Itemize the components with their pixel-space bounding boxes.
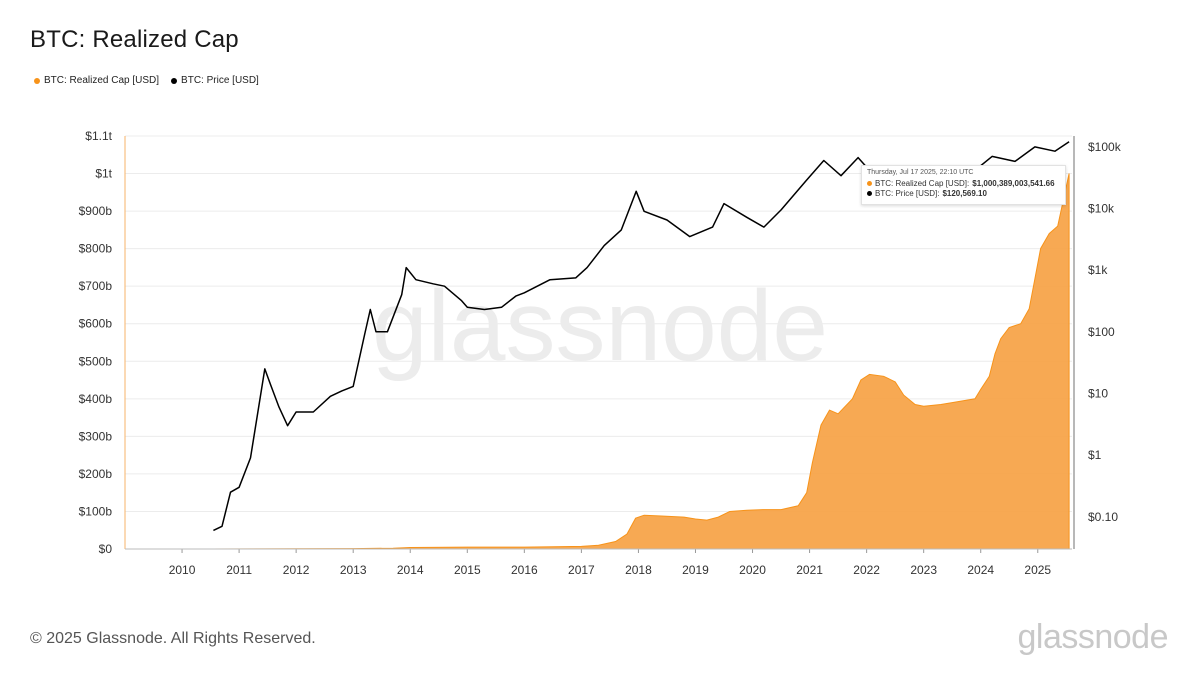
- y-tick-label-left: $800b: [79, 242, 113, 256]
- y-tick-label-left: $300b: [79, 429, 113, 443]
- y-tick-label-right: $100k: [1088, 140, 1122, 154]
- y-tick-label-left: $700b: [79, 279, 113, 293]
- tooltip-value-realized-cap: $1,000,389,003,541.66: [972, 179, 1055, 188]
- series-realized-cap-area: [125, 173, 1070, 550]
- x-tick-label: 2017: [568, 563, 595, 577]
- y-tick-label-right: $0.10: [1088, 510, 1118, 524]
- x-tick-label: 2013: [340, 563, 367, 577]
- x-tick-label: 2018: [625, 563, 652, 577]
- series-area: [125, 173, 1070, 550]
- y-tick-label-left: $1t: [95, 167, 112, 181]
- series-price-line: [213, 141, 1070, 532]
- tooltip-row-realized-cap: BTC: Realized Cap [USD]: $1,000,389,003,…: [867, 179, 1060, 188]
- y-tick-label-left: $0: [99, 542, 113, 556]
- x-tick-label: 2023: [910, 563, 937, 577]
- x-tick-label: 2020: [739, 563, 766, 577]
- watermark: glassnode: [372, 270, 828, 382]
- brand-logo: glassnode: [1017, 618, 1168, 656]
- tooltip-date: Thursday, Jul 17 2025, 22:10 UTC: [867, 169, 974, 176]
- series-line: [213, 141, 1070, 532]
- axes: $0 $100b $200b $300b $400b $500b $600b $700b $80…: [79, 129, 1122, 577]
- legend-item-price[interactable]: BTC: Price [USD]: [171, 75, 259, 86]
- x-tick-label: 2015: [454, 563, 481, 577]
- x-tick-label: 2022: [853, 563, 880, 577]
- copyright-footer: © 2025 Glassnode. All Rights Reserved.: [30, 630, 316, 647]
- x-tick-label: 2025: [1024, 563, 1051, 577]
- x-tick-label: 2012: [283, 563, 310, 577]
- y-tick-label-left: $500b: [79, 354, 113, 368]
- x-tick-label: 2024: [967, 563, 994, 577]
- x-tick-label: 2019: [682, 563, 709, 577]
- tooltip-value-price: $120,569.10: [942, 189, 987, 198]
- y-tick-label-right: $10k: [1088, 202, 1115, 216]
- y-tick-label-left: $400b: [79, 392, 113, 406]
- hover-tooltip: Thursday, Jul 17 2025, 22:10 UTC BTC: Re…: [861, 165, 1066, 205]
- tooltip-row-price: BTC: Price [USD]: $120,569.10: [867, 189, 1060, 198]
- y-tick-label-right: $1: [1088, 448, 1102, 462]
- y-tick-label-left: $900b: [79, 204, 113, 218]
- legend-label-realized-cap: BTC: Realized Cap [USD]: [44, 75, 160, 86]
- y-tick-label-right: $10: [1088, 386, 1108, 400]
- y-tick-label-left: $600b: [79, 317, 113, 331]
- y-tick-label-right: $1k: [1088, 263, 1108, 277]
- legend-label-price: BTC: Price [USD]: [181, 75, 259, 86]
- x-tick-label: 2014: [397, 563, 424, 577]
- y-tick-label-left: $200b: [79, 467, 113, 481]
- chart-legend: BTC: Realized Cap [USD] BTC: Price [USD]: [34, 75, 259, 86]
- y-tick-label-right: $100: [1088, 325, 1115, 339]
- y-tick-label-left: $100b: [79, 504, 113, 518]
- legend-item-realized-cap[interactable]: BTC: Realized Cap [USD]: [34, 75, 159, 86]
- tooltip-dot-price: [867, 191, 872, 196]
- legend-dot-price: [171, 77, 178, 84]
- tooltip-label-price: BTC: Price [USD]:: [875, 189, 940, 198]
- x-tick-label: 2011: [226, 563, 252, 577]
- x-tick-label: 2010: [169, 563, 196, 577]
- x-tick-label: 2016: [511, 563, 538, 577]
- legend-dot-realized-cap: [34, 77, 40, 84]
- page-title: BTC: Realized Cap: [30, 26, 239, 53]
- x-tick-label: 2021: [796, 563, 823, 577]
- tooltip-label-realized-cap: BTC: Realized Cap [USD]:: [875, 179, 970, 188]
- tooltip-dot-realized-cap: [867, 181, 872, 186]
- y-tick-label-left: $1.1t: [85, 129, 112, 143]
